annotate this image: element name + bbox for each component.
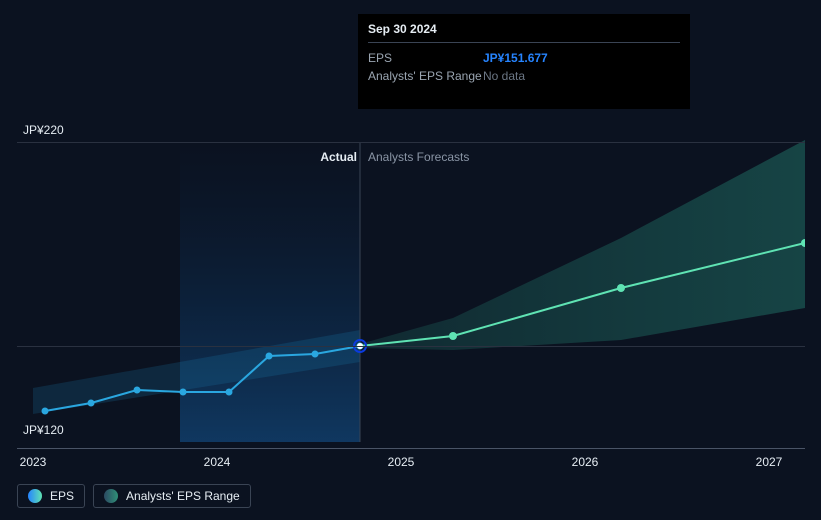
x-axis-tick: 2027 — [756, 455, 783, 469]
tooltip-panel: Sep 30 2024 EPS JP¥151.677 Analysts' EPS… — [358, 14, 690, 109]
gridline — [17, 346, 805, 347]
eps-chart[interactable]: JP¥220 JP¥120 Actual Analysts Forecasts — [17, 130, 805, 442]
legend-label: Analysts' EPS Range — [126, 489, 240, 503]
chart-plot-svg — [17, 130, 805, 442]
tooltip-row-label: Analysts' EPS Range — [368, 67, 483, 85]
legend-swatch — [28, 489, 42, 503]
x-axis-tick: 2024 — [204, 455, 231, 469]
y-axis-label: JP¥120 — [23, 423, 64, 437]
gridline — [17, 142, 805, 143]
x-axis-tick: 2023 — [20, 455, 47, 469]
legend-label: EPS — [50, 489, 74, 503]
x-axis-tick: 2025 — [388, 455, 415, 469]
x-axis: 2023 2024 2025 2026 2027 — [17, 448, 805, 467]
section-label-actual: Actual — [320, 150, 357, 164]
tooltip-date: Sep 30 2024 — [368, 22, 680, 43]
legend-swatch — [104, 489, 118, 503]
tooltip-row-label: EPS — [368, 49, 483, 67]
tooltip-row-value: No data — [483, 67, 525, 85]
chart-legend: EPS Analysts' EPS Range — [17, 484, 251, 508]
legend-item-analysts-range[interactable]: Analysts' EPS Range — [93, 484, 251, 508]
section-label-forecast: Analysts Forecasts — [368, 150, 469, 164]
tooltip-row: Analysts' EPS Range No data — [368, 67, 680, 85]
y-axis-label: JP¥220 — [23, 123, 64, 137]
tooltip-row-value: JP¥151.677 — [483, 49, 548, 67]
x-axis-tick: 2026 — [572, 455, 599, 469]
legend-item-eps[interactable]: EPS — [17, 484, 85, 508]
tooltip-row: EPS JP¥151.677 — [368, 49, 680, 67]
